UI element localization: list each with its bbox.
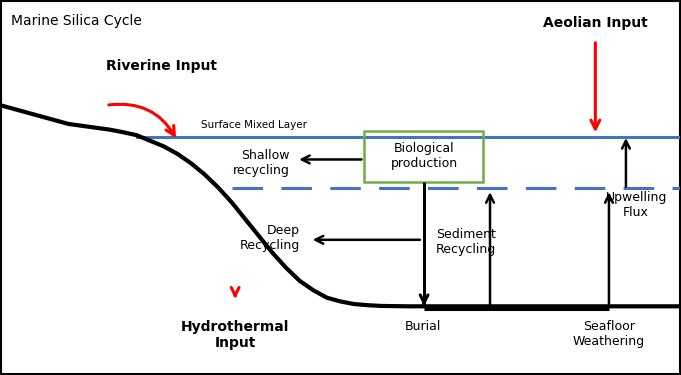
Text: Biological
production: Biological production bbox=[390, 142, 458, 171]
Text: Hydrothermal
Input: Hydrothermal Input bbox=[181, 320, 289, 350]
Text: Seafloor
Weathering: Seafloor Weathering bbox=[573, 320, 645, 348]
Text: Aeolian Input: Aeolian Input bbox=[543, 16, 648, 30]
Text: Marine Silica Cycle: Marine Silica Cycle bbox=[11, 14, 142, 28]
FancyArrowPatch shape bbox=[109, 104, 174, 135]
Bar bbox=[364, 132, 484, 182]
Text: Riverine Input: Riverine Input bbox=[106, 59, 217, 73]
Text: Deep
Recycling: Deep Recycling bbox=[240, 224, 300, 252]
Text: Surface Mixed Layer: Surface Mixed Layer bbox=[201, 120, 307, 130]
Text: Shallow
recycling: Shallow recycling bbox=[233, 149, 289, 177]
Text: Sediment
Recycling: Sediment Recycling bbox=[436, 228, 496, 256]
Text: Upwelling
Flux: Upwelling Flux bbox=[605, 191, 667, 219]
Text: Burial: Burial bbox=[405, 320, 441, 333]
